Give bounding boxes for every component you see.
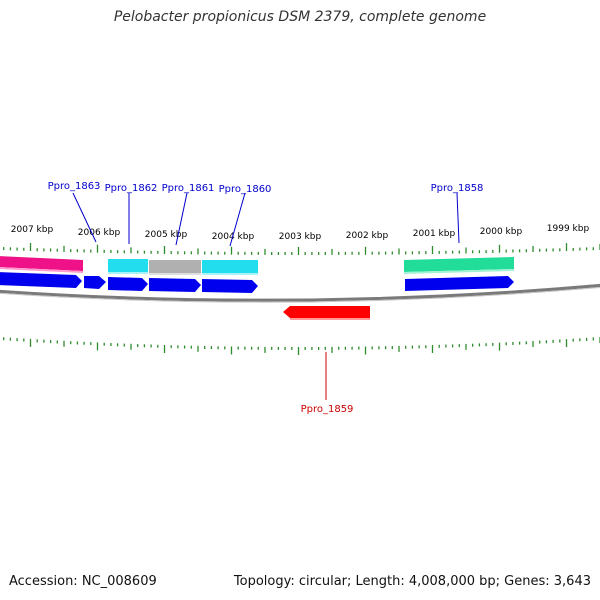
genome-backbone-highlight [0,286,600,303]
kbp-label: 2007 kbp [11,225,54,235]
feature-bar-magenta-shadow [0,267,83,273]
cds-arrow-reverse [283,306,370,318]
feature-bar-cyan [202,260,258,273]
gene-label[interactable]: Ppro_1858 [431,183,484,194]
map-title: Pelobacter propionicus DSM 2379, complet… [113,9,487,25]
kbp-label: 1999 kbp [547,224,590,234]
genome-summary: Topology: circular; Length: 4,008,000 bp… [233,574,591,589]
kbp-label: 2006 kbp [78,228,121,238]
gene-labels: Ppro_1863 Ppro_1862 Ppro_1861 Ppro_1860 … [48,181,484,415]
gene-label[interactable]: Ppro_1863 [48,181,101,192]
cds-arrow-forward [0,272,82,288]
cds-arrow-forward [108,277,148,291]
callout-line [456,192,460,244]
cds-arrow-forward [84,276,106,289]
forward-cds-track [0,272,514,293]
callout-line [72,192,97,243]
cds-arrow-forward [202,279,258,293]
feature-bar-gray [149,260,201,273]
kbp-labels: 2007 kbp 2006 kbp 2005 kbp 2004 kbp 2003… [11,224,590,242]
feature-bar-cyan-shadow [108,272,148,274]
gene-label[interactable]: Ppro_1862 [105,183,158,194]
feature-bar-magenta [0,256,83,271]
gene-label[interactable]: Ppro_1861 [162,183,215,194]
kbp-label: 2004 kbp [212,232,255,242]
cds-arrow-reverse-shadow [290,318,370,320]
accession-label: Accession: NC_008609 [9,574,157,589]
kbp-label: 2003 kbp [279,232,322,242]
cds-arrow-forward [405,276,514,291]
kbp-label: 2001 kbp [413,229,456,239]
feature-bar-gray-shadow [149,273,201,275]
feature-bar-cyan [108,259,148,272]
kbp-label: 2005 kbp [145,230,188,240]
gene-label[interactable]: Ppro_1860 [219,184,272,195]
lower-tick-row [3,337,600,355]
kbp-label: 2002 kbp [346,231,389,241]
kbp-label: 2000 kbp [480,227,523,237]
gene-label[interactable]: Ppro_1859 [301,404,354,415]
feature-track [0,256,514,275]
callout-line [229,192,246,247]
genome-backbone [0,283,600,302]
callout-line [175,192,188,246]
reverse-cds-track [283,306,370,320]
gene-callout-lines [72,192,460,400]
upper-tick-row [3,243,600,255]
feature-bar-cyan-shadow [202,273,258,275]
feature-bar-green [404,257,514,272]
feature-bar-green-shadow [404,269,514,274]
cds-arrow-forward [149,278,201,292]
